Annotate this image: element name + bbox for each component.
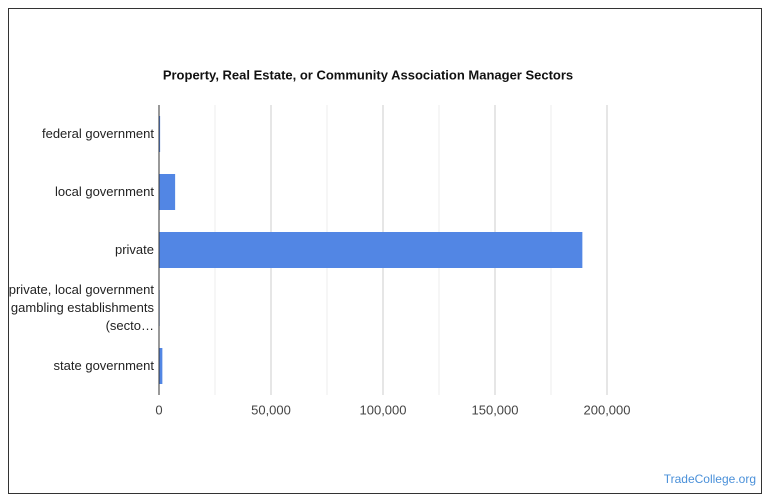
y-tick-label: local government [55,184,154,199]
watermark[interactable]: TradeCollege.org [663,472,756,486]
x-tick-label: 100,000 [360,402,407,417]
y-tick-label: private [114,242,154,257]
y-tick-label: federal government [41,126,154,141]
y-tick-label: state government [53,358,154,373]
bar [159,116,161,152]
y-tick-label: private, local government gambling estab… [8,282,154,333]
x-tick-label: 0 [155,402,162,417]
bar [159,232,583,268]
bar [159,174,176,210]
x-tick-label: 50,000 [251,402,291,417]
frame [8,8,762,494]
x-tick-label: 150,000 [472,402,519,417]
bar [159,348,163,384]
x-tick-label: 200,000 [584,402,631,417]
chart-title: Property, Real Estate, or Community Asso… [163,67,573,82]
